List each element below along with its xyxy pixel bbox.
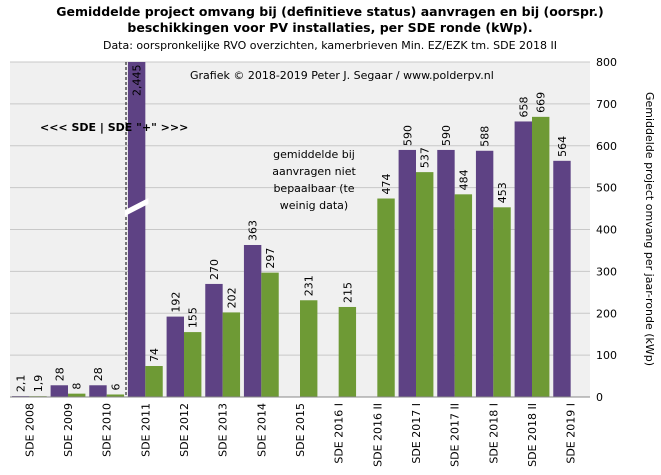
bar xyxy=(50,385,68,397)
bar xyxy=(475,150,494,397)
data-label: 363 xyxy=(247,220,260,241)
bar xyxy=(493,207,511,397)
data-label: 28 xyxy=(92,367,105,381)
y-tick-label: 700 xyxy=(596,98,617,111)
data-label: 192 xyxy=(169,292,182,313)
bar xyxy=(166,316,184,397)
annotation: aanvragen niet xyxy=(272,165,356,178)
x-tick-label: SDE 2019 I xyxy=(565,403,578,464)
data-label: 474 xyxy=(380,174,393,195)
bar xyxy=(243,244,262,397)
credit: Grafiek © 2018-2019 Peter J. Segaar / ww… xyxy=(190,69,494,82)
data-label: 590 xyxy=(401,125,414,146)
data-label: 155 xyxy=(187,307,200,328)
x-tick-label: SDE 2018 I xyxy=(487,403,500,464)
bar xyxy=(261,272,279,397)
data-label: 484 xyxy=(457,169,470,190)
y-axis-label: Gemiddelde project omvang per jaar-ronde… xyxy=(643,92,656,366)
data-label: 2,445 xyxy=(131,65,144,97)
x-tick-label: SDE 2014 xyxy=(255,403,268,457)
data-label: 202 xyxy=(225,287,238,308)
annotation: <<< SDE | SDE "+" >>> xyxy=(40,121,188,134)
axis-break xyxy=(124,198,149,216)
bar xyxy=(205,283,223,397)
data-label: 537 xyxy=(419,147,432,168)
data-label: 1,9 xyxy=(32,375,45,393)
y-tick-label: 600 xyxy=(596,140,617,153)
x-tick-label: SDE 2017 II xyxy=(449,403,462,467)
x-tick-label: SDE 2009 xyxy=(62,403,75,457)
bar xyxy=(437,149,455,397)
data-label: 297 xyxy=(264,248,277,269)
x-tick-label: SDE 2017 I xyxy=(410,403,423,464)
data-label: 453 xyxy=(496,182,509,203)
bar xyxy=(127,62,146,397)
data-label: 28 xyxy=(53,367,66,381)
data-label: 6 xyxy=(109,383,122,390)
x-tick-label: SDE 2011 xyxy=(139,403,152,457)
y-tick-label: 500 xyxy=(596,182,617,195)
y-tick-label: 100 xyxy=(596,349,617,362)
bar xyxy=(184,332,202,397)
data-label: 270 xyxy=(208,259,221,280)
y-tick-label: 800 xyxy=(596,56,617,69)
bar xyxy=(106,394,125,397)
data-label: 669 xyxy=(535,92,548,113)
annotation: bepaalbaar (te xyxy=(273,182,354,195)
bar xyxy=(454,194,473,397)
data-label: 74 xyxy=(148,348,161,362)
x-tick-label: SDE 2013 xyxy=(217,403,230,457)
x-tick-label: SDE 2018 II xyxy=(526,403,539,467)
data-label: 564 xyxy=(556,136,569,157)
x-tick-label: SDE 2016 I xyxy=(333,403,346,464)
bar xyxy=(514,121,532,397)
bar xyxy=(300,300,318,397)
chart-title: beschikkingen voor PV installaties, per … xyxy=(127,20,532,35)
bar xyxy=(68,393,86,397)
annotation: gemiddelde bij xyxy=(273,148,355,161)
x-tick-label: SDE 2008 xyxy=(23,403,36,457)
x-tick-label: SDE 2010 xyxy=(101,403,114,457)
data-label: 658 xyxy=(517,96,530,117)
bar xyxy=(338,306,357,397)
y-tick-label: 200 xyxy=(596,307,617,320)
bar xyxy=(553,160,571,397)
chart-title: Gemiddelde project omvang bij (definitie… xyxy=(56,4,604,19)
y-tick-label: 300 xyxy=(596,265,617,278)
bar xyxy=(89,385,107,397)
data-label: 590 xyxy=(440,125,453,146)
data-label: 231 xyxy=(303,275,316,296)
subtitle: Data: oorspronkelijke RVO overzichten, k… xyxy=(103,39,557,52)
x-tick-label: SDE 2012 xyxy=(178,403,191,457)
y-tick-label: 0 xyxy=(596,391,603,404)
bar xyxy=(222,312,241,397)
data-label: 8 xyxy=(71,383,84,390)
bar xyxy=(145,366,163,397)
data-label: 215 xyxy=(341,282,354,303)
x-tick-label: SDE 2016 II xyxy=(371,403,384,467)
bar xyxy=(377,198,395,397)
data-label: 2,1 xyxy=(15,375,28,393)
bar xyxy=(398,149,416,397)
annotation: weinig data) xyxy=(280,199,348,212)
y-tick-label: 400 xyxy=(596,224,617,237)
bar xyxy=(416,172,434,397)
bar xyxy=(532,116,550,397)
data-label: 588 xyxy=(479,126,492,147)
x-tick-label: SDE 2015 xyxy=(294,403,307,457)
